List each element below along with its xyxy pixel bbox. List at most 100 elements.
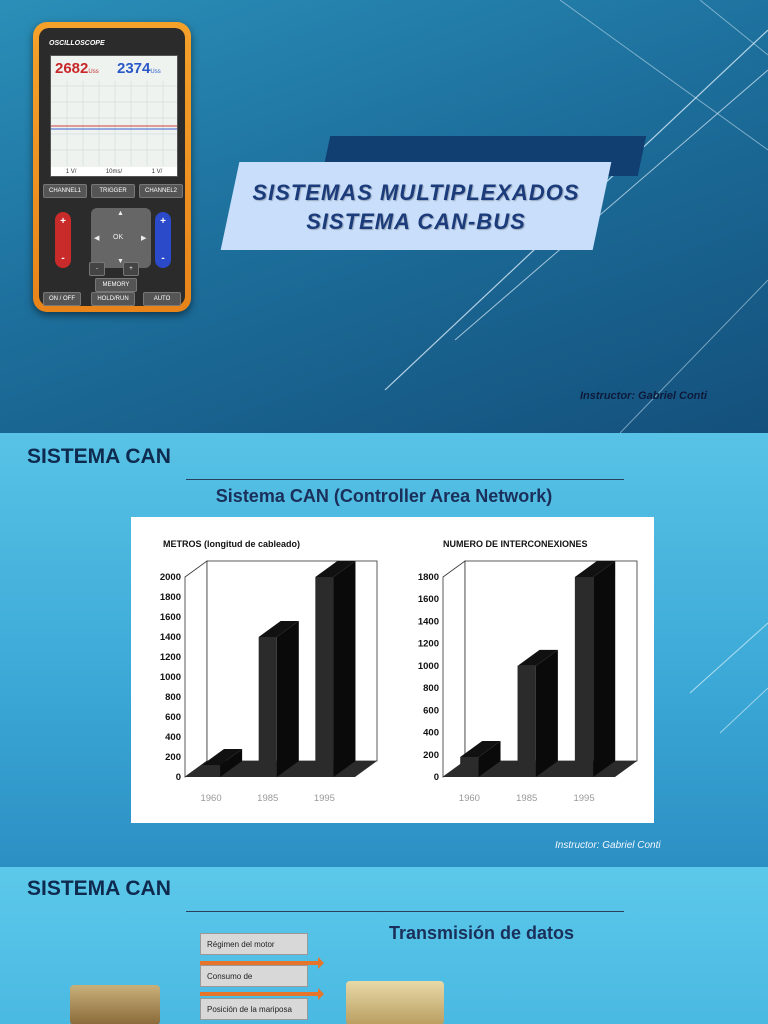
heading-rule [186,911,624,912]
chart-side-wall [184,560,208,778]
oscilloscope-body: OSCILLOSCOPE 2682Uss 2374Uss 1 V/ [39,28,185,306]
oscilloscope-grid [51,81,177,166]
bar-side [535,649,558,777]
channel1-button: CHANNEL1 [43,184,87,198]
oscilloscope-illustration: OSCILLOSCOPE 2682Uss 2374Uss 1 V/ [33,22,191,312]
plus-button: + [123,262,139,276]
y-tick-label: 1000 [418,661,439,672]
slide-3[interactable]: SISTEMA CAN Transmisión de datos Régimen… [0,867,768,1024]
y-tick-label: 1600 [418,594,439,605]
dpad-down-icon: ▼ [117,258,124,265]
chart-title: NUMERO DE INTERCONEXIONES [443,539,588,549]
slide-1[interactable]: OSCILLOSCOPE 2682Uss 2374Uss 1 V/ [0,0,768,433]
signal-label-throttle-position: Posición de la mariposa [200,998,308,1020]
bar [517,665,536,777]
y-tick-label: 1400 [160,632,181,643]
signal-arrow [200,988,324,1000]
slide-subtitle: Sistema CAN (Controller Area Network) [215,486,553,506]
heading-rule [186,479,624,480]
footer-ch2-scale: 1 V/ [151,168,163,175]
signal-arrow [200,957,324,969]
engine-ecu-icon [70,985,160,1024]
on-off-button: ON / OFF [43,292,81,306]
dpad-up-icon: ▲ [117,210,124,217]
channel2-button: CHANNEL2 [139,184,183,198]
ok-button: OK [113,234,124,241]
y-tick-label: 400 [165,732,181,743]
transmission-ecu-icon [346,981,444,1024]
bar-side [593,561,616,777]
x-tick-label: 1985 [516,793,537,804]
title-line-1: SISTEMAS MULTIPLEXADOS [252,180,580,205]
hold-run-button: HOLD/RUN [91,292,135,306]
instructor-credit: Instructor: Gabriel Conti [555,840,661,851]
bar-side [276,621,299,777]
y-tick-label: 200 [165,752,181,763]
bar [315,577,334,777]
slide-heading: SISTEMA CAN [27,877,171,900]
charts-panel: METROS (longitud de cableado) 0 200 400 600 8… [131,517,654,823]
memory-button: MEMORY [95,278,137,292]
channel2-knob: + - [155,212,171,268]
bar-top [315,561,356,577]
channel1-value: 2682 [55,60,89,77]
y-tick-label: 800 [423,683,439,694]
channel1-knob: + - [55,212,71,268]
y-tick-label: 200 [423,750,439,761]
x-tick-label: 1960 [459,793,480,804]
y-tick-label: 1200 [418,639,439,650]
y-tick-label: 1200 [160,652,181,663]
presentation-title: SISTEMAS MULTIPLEXADOS SISTEMA CAN-BUS [232,178,600,236]
oscilloscope-screen: 2682Uss 2374Uss 1 V/ 10ms/ 1 V/ [50,55,178,177]
bar [574,577,594,777]
dpad-right-icon: ▶ [141,235,147,242]
x-tick-label: 1995 [314,793,335,804]
auto-button: AUTO [143,292,181,306]
y-tick-label: 0 [176,772,181,783]
channel2-value: 2374 [117,60,151,77]
y-tick-label: 600 [165,712,181,723]
channel2-unit: Uss [150,69,161,75]
bar-top [202,749,243,765]
y-tick-label: 2000 [160,572,181,583]
decorative-lines [689,622,768,734]
x-tick-label: 1995 [573,793,594,804]
signal-label-engine-speed: Régimen del motor [200,933,308,955]
bar-side [478,741,501,777]
x-tick-label: 1960 [200,793,221,804]
slide-2[interactable]: SISTEMA CAN Sistema CAN (Controller Area… [0,433,768,867]
footer-timebase: 10ms/ [105,168,123,175]
slide-subtitle: Transmisión de datos [389,923,575,943]
bar-charts: METROS (longitud de cableado) 0 200 400 600 8… [160,539,638,804]
y-tick-label: 1000 [160,672,181,683]
trigger-button: TRIGGER [91,184,135,198]
bar-top [574,561,616,577]
y-tick-label: 600 [423,705,439,716]
channel1-reading: 2682Uss [55,60,99,77]
chart-side-wall [442,560,466,778]
dpad-left-icon: ◀ [94,235,100,242]
title-line-2: SISTEMA CAN-BUS [306,209,526,234]
bar-top [258,621,299,637]
bar [258,637,277,777]
y-tick-label: 1800 [418,572,439,583]
footer-ch1-scale: 1 V/ [65,168,77,175]
signal-label-consumption: Consumo de [200,965,308,987]
oscilloscope-footer: 1 V/ 10ms/ 1 V/ [51,167,177,176]
bar-top [460,741,501,757]
bar-side [220,749,243,777]
y-tick-label: 1400 [418,616,439,627]
channel1-unit: Uss [88,69,99,75]
y-tick-label: 1600 [160,612,181,623]
y-tick-label: 800 [165,692,181,703]
oscilloscope-brand: OSCILLOSCOPE [49,40,105,47]
dpad: ▲ ◀ OK ▶ ▼ [91,208,151,268]
instructor-credit: Instructor: Gabriel Conti [580,390,708,402]
x-tick-label: 1985 [257,793,278,804]
y-tick-label: 1800 [160,592,181,603]
minus-button: - [89,262,105,276]
slide-heading: SISTEMA CAN [27,445,171,468]
y-tick-label: 400 [423,728,439,739]
bar-top [517,649,558,666]
bar-side [333,561,356,777]
